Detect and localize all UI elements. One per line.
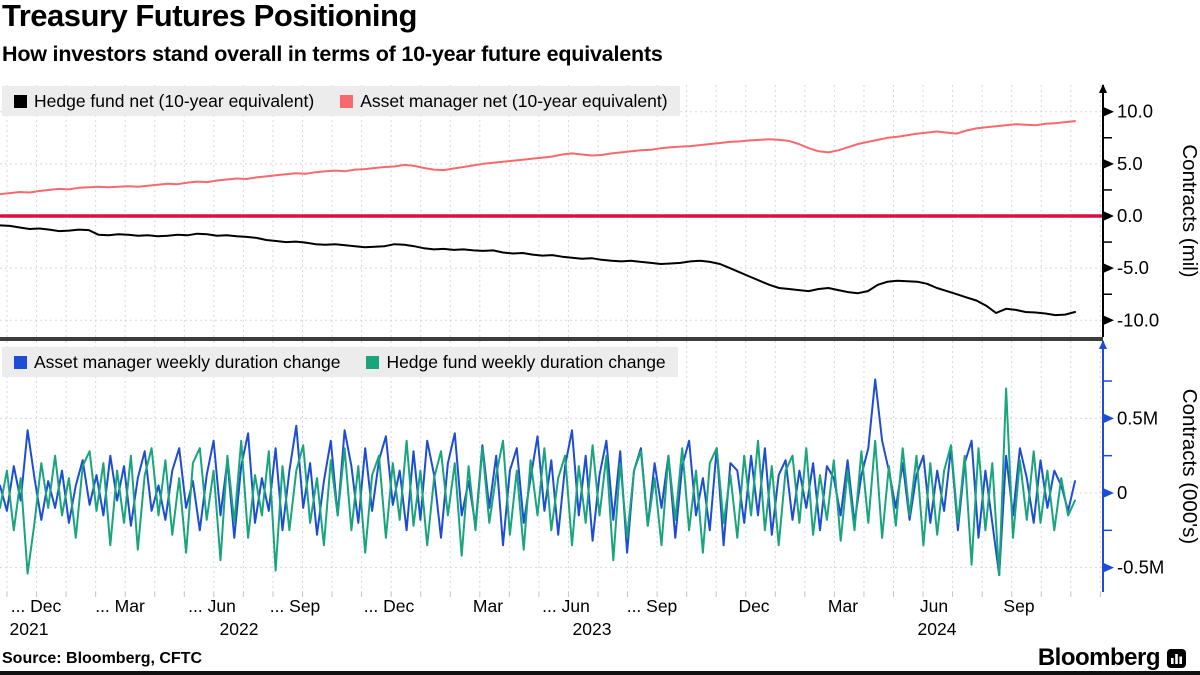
- y-tick-label: -5.0: [1117, 257, 1149, 278]
- x-tick-label: ... Jun: [188, 596, 236, 616]
- y-tick-label: 5.0: [1117, 153, 1143, 174]
- x-tick-label: ... Dec: [10, 596, 62, 616]
- bloomberg-logo: Bloomberg: [1038, 644, 1186, 672]
- legend-item-asset-manager-net: Asset manager net (10-year equivalent): [340, 90, 668, 112]
- x-tick-label: ... Jun: [542, 596, 590, 616]
- page-title: Treasury Futures Positioning: [2, 0, 417, 33]
- x-tick-label: ... Sep: [626, 596, 678, 616]
- legend-label: Asset manager net (10-year equivalent): [360, 90, 668, 111]
- x-tick-label: Mar: [472, 596, 504, 616]
- y-axis-title: Contracts (mil): [1178, 144, 1200, 277]
- x-year-label: 2024: [917, 619, 957, 639]
- legend-item-hedge-fund-duration: Hedge fund weekly duration change: [366, 351, 666, 373]
- legend-swatch-teal: [366, 355, 380, 369]
- series-line: [0, 387, 1076, 577]
- x-tick-label: ... Sep: [269, 596, 321, 616]
- x-year-label: 2022: [219, 619, 259, 639]
- legend-item-hedge-fund-net: Hedge fund net (10-year equivalent): [14, 91, 314, 112]
- bloomberg-logo-text: Bloomberg: [1037, 644, 1161, 671]
- legend-swatch-blue: [14, 355, 27, 369]
- x-year-label: 2023: [572, 619, 612, 639]
- series-line: [0, 224, 1076, 317]
- x-tick-label: Mar: [827, 596, 859, 616]
- y-tick-label: -0.5M: [1117, 557, 1164, 578]
- series-line: [0, 120, 1076, 196]
- y-tick-label: 0: [1117, 482, 1127, 503]
- series-line: [0, 378, 1076, 577]
- bar-chart-icon: [1167, 648, 1186, 668]
- legend-swatch-black: [14, 94, 27, 108]
- legend-label: Asset manager weekly duration change: [34, 351, 341, 372]
- y-tick-label: 10.0: [1117, 101, 1153, 122]
- legend-item-asset-manager-duration: Asset manager weekly duration change: [14, 352, 340, 373]
- x-tick-label: ... Dec: [363, 596, 415, 616]
- legend-top-panel: Hedge fund net (10-year equivalent) Asse…: [2, 86, 680, 116]
- x-year-label: 2021: [9, 619, 49, 639]
- legend-label: Hedge fund weekly duration change: [386, 351, 666, 372]
- x-tick-label: Jun: [919, 596, 949, 616]
- y-tick-label: -10.0: [1117, 309, 1159, 330]
- y-tick-label: 0.5M: [1117, 407, 1158, 428]
- source-line: Source: Bloomberg, CFTC: [2, 650, 203, 667]
- page-subtitle: How investors stand overall in terms of …: [2, 42, 663, 66]
- legend-label: Hedge fund net (10-year equivalent): [34, 90, 315, 111]
- legend-swatch-salmon: [340, 94, 354, 108]
- legend-bottom-panel: Asset manager weekly duration change Hed…: [2, 347, 678, 377]
- x-tick-label: ... Mar: [95, 596, 145, 616]
- y-tick-label: 0.0: [1117, 205, 1143, 226]
- x-tick-label: Dec: [738, 596, 770, 616]
- x-tick-label: Sep: [1003, 596, 1035, 616]
- y-axis-title: Contracts (000's): [1178, 389, 1200, 544]
